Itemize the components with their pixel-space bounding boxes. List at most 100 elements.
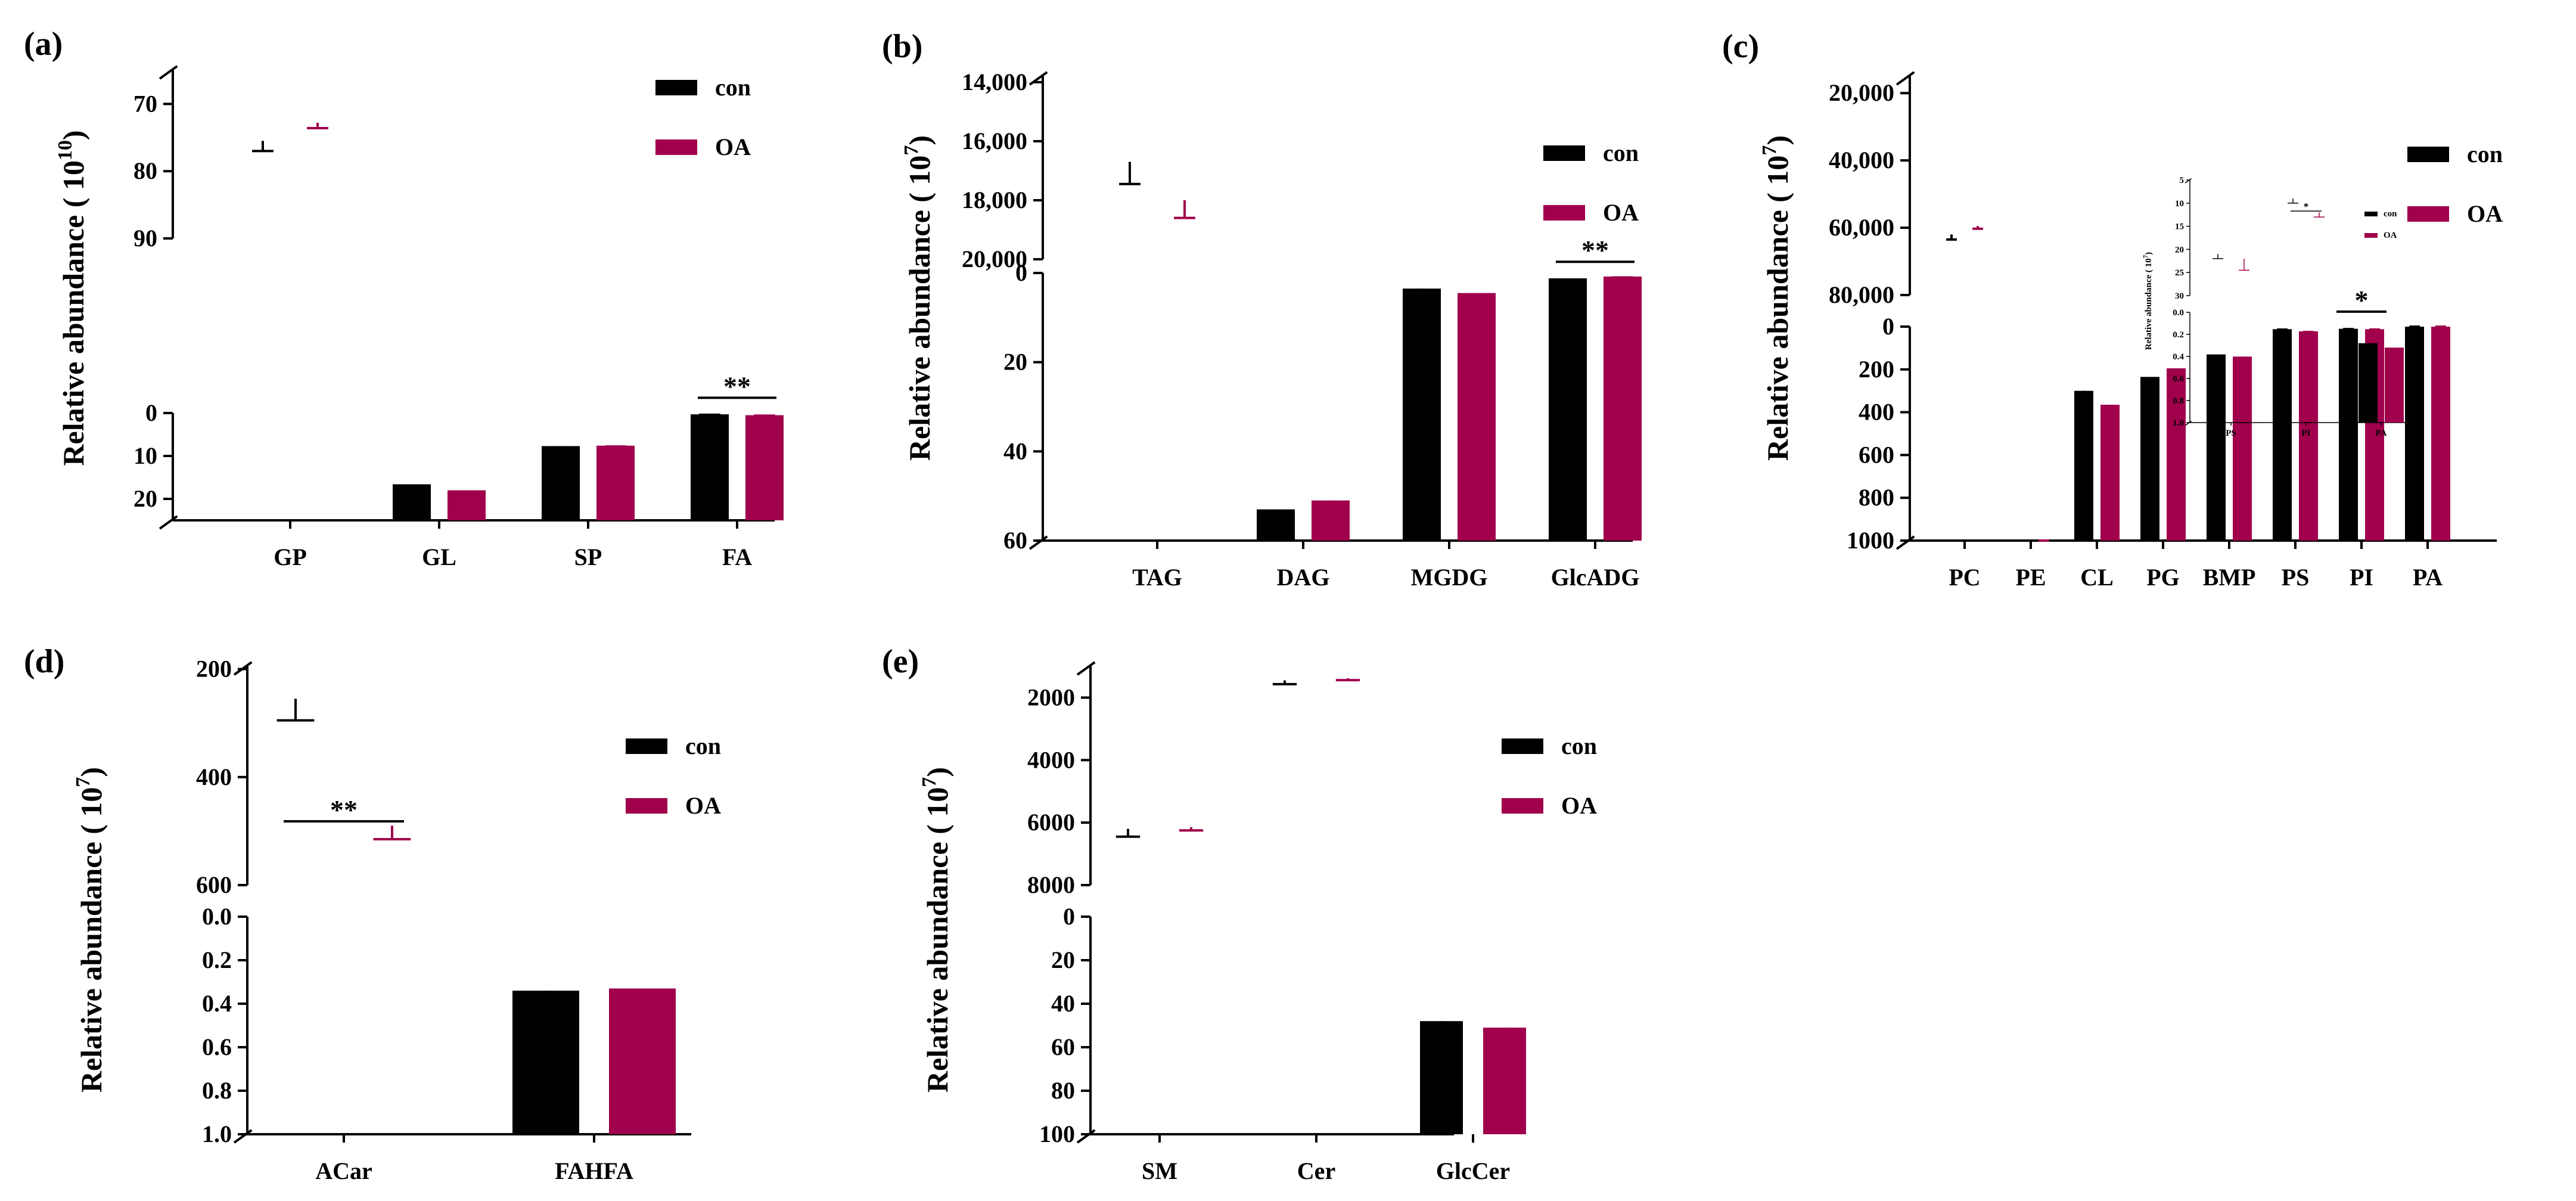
y-label-exponent: 7 xyxy=(72,777,94,787)
panel-label: (c) xyxy=(1722,28,1759,65)
bar-OA-GlcADG xyxy=(1604,276,1642,541)
y-axis-label: Relative abundance ( 107) xyxy=(72,767,108,1093)
y-label-text: Relative abundance ( 10 xyxy=(921,787,954,1093)
x-tick-label: SP xyxy=(574,544,602,570)
bar-con-BMP xyxy=(2207,354,2226,541)
y-tick-label: 8000 xyxy=(1027,871,1075,898)
axis-break-mark xyxy=(1076,661,1096,676)
y-axis-label: Relative abundance ( 107) xyxy=(2142,252,2154,350)
x-tick-label: ACar xyxy=(315,1157,372,1184)
panel-b: 0 20 40 60 14,000 16,000 18,000 20,000 TAG DAG MGD… xyxy=(882,28,1642,591)
y-tick-label: 70 xyxy=(133,90,157,117)
y-tick-label: 400 xyxy=(1859,399,1894,426)
legend-label-con: con xyxy=(2467,141,2503,167)
y-tick-label: 25 xyxy=(2175,268,2184,278)
y-tick-label: 20,000 xyxy=(962,246,1027,272)
bar-OA-PA xyxy=(2431,327,2450,541)
bar-con-GlcCer xyxy=(1420,1021,1463,1134)
y-tick-label: 60 xyxy=(1051,1034,1075,1060)
bar-con-PI xyxy=(2339,328,2358,541)
bar-OA-MGDG xyxy=(1458,293,1496,541)
significance-stars: ** xyxy=(1581,235,1609,265)
legend-label-OA: OA xyxy=(2467,200,2503,227)
bar-con-SP xyxy=(542,446,580,520)
y-label-text: Relative abundance ( 10 xyxy=(2144,258,2154,350)
x-tick-label: GlcCer xyxy=(1436,1157,1510,1184)
axis-break-mark xyxy=(159,515,178,530)
y-tick-label: 1.0 xyxy=(202,1121,232,1147)
bar-OA-GL xyxy=(448,490,486,520)
y-tick-label: 60 xyxy=(1003,527,1027,554)
panel-e: 0 20 40 60 80 100 2000 4000 6000 8000 SM Cer GlcCer R… xyxy=(882,643,1597,1184)
panel-label: (d) xyxy=(24,643,64,680)
legend-label-OA: OA xyxy=(2384,231,2397,240)
bar-OA-BMP xyxy=(2233,356,2252,541)
y-tick-label: 6000 xyxy=(1027,809,1075,836)
x-tick-label: MGDG xyxy=(1411,564,1488,591)
axis-break-mark xyxy=(233,661,253,676)
x-tick-label: FA xyxy=(722,544,752,570)
legend-label-OA: OA xyxy=(1603,199,1639,226)
bar-con-CL xyxy=(2074,390,2093,541)
axis-break-mark xyxy=(2185,420,2192,426)
axis-break-mark xyxy=(1076,1129,1096,1144)
y-tick-label: 4000 xyxy=(1027,746,1075,773)
y-label-tail: ) xyxy=(2144,252,2154,255)
legend-swatch-OA xyxy=(626,798,667,814)
y-label-tail: ) xyxy=(1761,135,1794,145)
legend-swatch-con xyxy=(2364,212,2378,216)
x-tick-label: PC xyxy=(1949,564,1980,591)
bar-con-FAHFA xyxy=(512,991,579,1134)
panel-c: 0 200 400 600 800 1000 20,000 40,000 60,000 80,00… xyxy=(1722,28,2503,591)
y-label-tail: ) xyxy=(74,767,108,777)
legend-label-OA: OA xyxy=(685,792,721,819)
y-tick-label: 0 xyxy=(145,399,157,426)
x-tick-label: GL xyxy=(422,544,456,570)
bar-OA-FAHFA xyxy=(609,988,676,1134)
y-tick-label: 90 xyxy=(133,225,157,252)
y-tick-label: 1000 xyxy=(1847,527,1894,554)
legend-label-con: con xyxy=(715,74,751,101)
y-label-tail: ) xyxy=(903,135,936,145)
bar-con-PA xyxy=(2359,343,2378,423)
y-tick-label: 0.2 xyxy=(2173,330,2184,340)
y-tick-label: 1.0 xyxy=(2173,418,2184,428)
y-label-text: Relative abundance ( 10 xyxy=(74,787,108,1093)
y-tick-label: 0.4 xyxy=(2173,352,2184,362)
y-tick-label: 80 xyxy=(133,157,157,184)
y-axis-label: Relative abundance ( 107) xyxy=(1758,135,1794,461)
bar-OA-FA xyxy=(745,415,784,520)
bar-con-FA xyxy=(691,414,729,520)
bar-OA-PS xyxy=(2299,331,2318,541)
y-label-exponent: 7 xyxy=(1758,145,1780,156)
bar-OA-CL xyxy=(2100,405,2120,541)
bar-con-PA xyxy=(2405,327,2424,541)
y-tick-label: 20 xyxy=(1051,946,1075,973)
y-label-exponent: 7 xyxy=(918,777,940,787)
y-tick-label: 0 xyxy=(1063,903,1075,930)
x-tick-label: GlcADG xyxy=(1551,564,1640,591)
x-tick-label: PS xyxy=(2226,429,2236,438)
x-tick-label: PI xyxy=(2302,429,2311,438)
legend-label-OA: OA xyxy=(1561,792,1597,819)
legend-label-con: con xyxy=(1561,733,1597,759)
x-tick-label: SM xyxy=(1142,1157,1177,1184)
legend-swatch-con xyxy=(626,738,667,754)
bar-con-GlcADG xyxy=(1549,278,1587,541)
y-label-text: Relative abundance ( 10 xyxy=(57,160,90,466)
y-axis-label: Relative abundance ( 107) xyxy=(918,767,954,1093)
y-tick-label: 0.0 xyxy=(2173,308,2184,318)
bar-OA-PA xyxy=(2385,347,2404,423)
y-tick-label: 20 xyxy=(1003,349,1027,375)
axis-break-mark xyxy=(159,65,178,80)
significance-stars: ** xyxy=(723,371,751,401)
legend-swatch-OA xyxy=(1543,205,1585,221)
y-tick-label: 20 xyxy=(2175,245,2184,255)
bar-con-PG xyxy=(2140,377,2159,541)
legend-swatch-OA xyxy=(2364,233,2378,238)
y-tick-label: 5 xyxy=(2180,176,2185,185)
y-tick-label: 0 xyxy=(1015,259,1027,286)
bar-OA-GlcCer xyxy=(1483,1028,1526,1134)
x-tick-label: TAG xyxy=(1132,564,1182,591)
